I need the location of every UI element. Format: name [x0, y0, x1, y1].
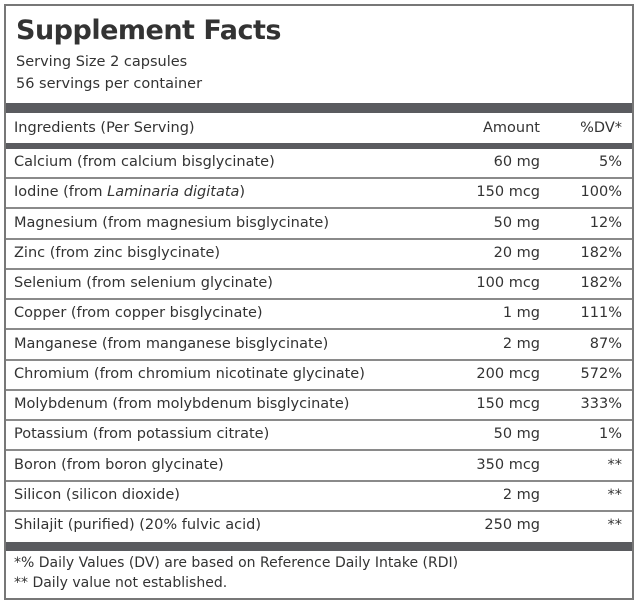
ingredient-dv: 100% — [580, 184, 622, 201]
ingredient-dv: 182% — [580, 275, 622, 291]
ingredient-row: Zinc (from zinc bisglycinate) 20 mg 182% — [6, 240, 632, 270]
ingredient-dv: 333% — [580, 396, 622, 412]
ingredient-dv: 12% — [589, 214, 622, 231]
ingredient-amount: 2 mg — [502, 486, 540, 503]
ingredient-amount: 350 mcg — [476, 456, 540, 473]
ingredient-dv: 1% — [598, 426, 622, 443]
ingredient-amount: 250 mg — [484, 517, 540, 533]
ingredient-row: Molybdenum (from molybdenum bisglycinate… — [6, 391, 632, 421]
ingredient-name-text: Potassium (from potassium citrate) — [14, 426, 270, 443]
ingredient-name: Calcium (from calcium bisglycinate) — [14, 154, 275, 170]
ingredient-amount: 2 mg — [502, 335, 540, 352]
ingredient-amount: 150 mcg — [476, 396, 540, 412]
ingredient-dv: 111% — [580, 305, 622, 322]
ingredient-name: Silicon (silicon dioxide) — [14, 487, 180, 503]
ingredient-name-text: Manganese (from manganese bisglycinate) — [14, 335, 329, 352]
panel-title: Supplement Facts — [16, 15, 281, 46]
ingredient-name-text: Boron (from boron glycinate) — [14, 456, 224, 473]
ingredient-amount: 200 mcg — [476, 365, 540, 382]
ingredient-name: Shilajit (purified) (20% fulvic acid) — [14, 517, 261, 533]
ingredient-name: Selenium (from selenium glycinate) — [14, 275, 273, 291]
supplement-facts-panel: Supplement Facts Serving Size 2 capsules… — [4, 4, 634, 600]
ingredient-row: Boron (from boron glycinate) 350 mcg ** — [6, 452, 632, 482]
ingredient-amount: 50 mg — [493, 214, 540, 231]
ingredient-dv: ** — [607, 517, 623, 533]
ingredient-dv: 572% — [580, 365, 622, 382]
ingredient-amount: 50 mg — [493, 426, 540, 443]
ingredient-row: Shilajit (purified) (20% fulvic acid) 25… — [6, 512, 632, 540]
ingredient-name-text: Iodine (from — [14, 184, 108, 201]
ingredient-name-text: Molybdenum (from molybdenum bisglycinate… — [14, 396, 350, 412]
ingredient-amount: 1 mg — [502, 305, 540, 322]
ingredient-name: Potassium (from potassium citrate) — [14, 426, 269, 442]
ingredient-name: Boron (from boron glycinate) — [14, 457, 224, 473]
ingredient-row: Copper (from copper bisglycinate) 1 mg 1… — [6, 300, 632, 331]
ingredient-dv: 182% — [580, 244, 622, 261]
ingredient-name-suffix: ) — [239, 184, 246, 201]
footnote-not-established: ** Daily value not established. — [14, 575, 228, 591]
ingredient-name: Magnesium (from magnesium bisglycinate) — [14, 215, 329, 231]
ingredient-amount: 60 mg — [493, 154, 540, 170]
ingredient-name: Chromium (from chromium nicotinate glyci… — [14, 366, 365, 382]
ingredient-name-text: Silicon (silicon dioxide) — [14, 486, 180, 503]
ingredient-name: Zinc (from zinc bisglycinate) — [14, 245, 220, 261]
ingredient-dv: 5% — [598, 154, 622, 170]
ingredient-row: Selenium (from selenium glycinate) 100 m… — [6, 270, 632, 300]
ingredient-dv: 87% — [589, 335, 622, 352]
amount-header: Amount — [483, 120, 540, 136]
ingredient-row: Iodine (from Laminaria digitata) 150 mcg… — [6, 179, 632, 210]
divider-bar — [6, 143, 632, 149]
ingredient-name-text: Calcium (from calcium bisglycinate) — [14, 154, 275, 170]
ingredient-name-text: Copper (from copper bisglycinate) — [14, 305, 263, 322]
ingredient-name-text: Magnesium (from magnesium bisglycinate) — [14, 214, 329, 231]
ingredient-name: Copper (from copper bisglycinate) — [14, 305, 263, 321]
ingredient-amount: 100 mcg — [476, 275, 540, 291]
ingredient-row: Manganese (from manganese bisglycinate) … — [6, 331, 632, 361]
ingredient-name: Manganese (from manganese bisglycinate) — [14, 336, 328, 352]
serving-size: Serving Size 2 capsules — [16, 54, 188, 70]
ingredients-header: Ingredients (Per Serving) — [14, 120, 195, 136]
servings-per-container: 56 servings per container — [16, 76, 203, 92]
ingredient-name: Molybdenum (from molybdenum bisglycinate… — [14, 396, 349, 412]
ingredient-name: Iodine (from Laminaria digitata) — [14, 184, 245, 200]
ingredient-row: Silicon (silicon dioxide) 2 mg ** — [6, 482, 632, 512]
ingredient-row: Chromium (from chromium nicotinate glyci… — [6, 361, 632, 391]
ingredient-source-italic: Laminaria digitata — [107, 184, 240, 201]
footnote-dv: *% Daily Values (DV) are based on Refere… — [14, 555, 459, 571]
dv-header: %DV* — [580, 120, 622, 136]
divider-bar — [6, 542, 632, 551]
ingredient-name-text: Shilajit (purified) (20% fulvic acid) — [14, 517, 262, 533]
ingredient-name-text: Chromium (from chromium nicotinate glyci… — [14, 365, 365, 382]
ingredient-dv: ** — [607, 456, 623, 473]
ingredient-row: Magnesium (from magnesium bisglycinate) … — [6, 210, 632, 240]
ingredient-amount: 20 mg — [493, 244, 540, 261]
ingredient-amount: 150 mcg — [476, 184, 540, 201]
divider-bar — [6, 103, 632, 113]
ingredient-row: Calcium (from calcium bisglycinate) 60 m… — [6, 149, 632, 179]
header-row: Ingredients (Per Serving) Amount %DV* — [6, 113, 632, 143]
ingredient-name-text: Zinc (from zinc bisglycinate) — [14, 244, 221, 261]
ingredient-dv: ** — [607, 486, 623, 503]
ingredient-name-text: Selenium (from selenium glycinate) — [14, 275, 273, 291]
ingredient-row: Potassium (from potassium citrate) 50 mg… — [6, 421, 632, 452]
